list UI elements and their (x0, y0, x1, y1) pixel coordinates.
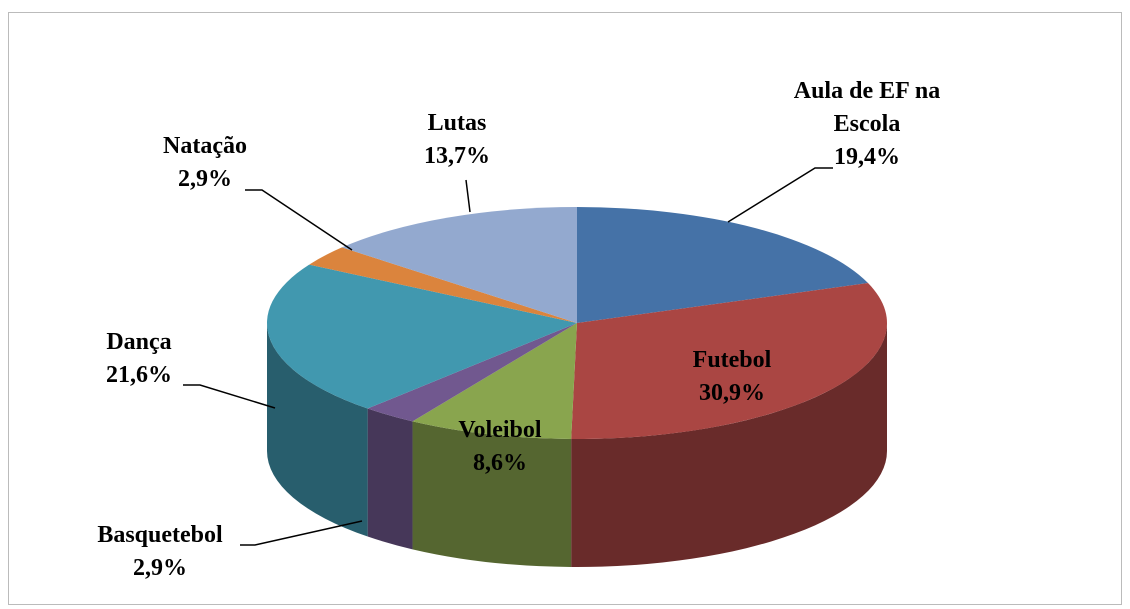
data-label: Futebol 30,9% (652, 344, 812, 410)
slice-value: 30,9% (699, 380, 765, 406)
slice-name: Dança (106, 329, 172, 355)
slice-name: Natação (163, 133, 247, 159)
leader-line (465, 179, 471, 213)
data-label: Aula de EF na Escola 19,4% (772, 75, 962, 174)
slice-name: Futebol (692, 347, 772, 373)
slice-name: Lutas (427, 110, 487, 136)
data-label: Lutas 13,7% (377, 107, 537, 173)
slice-side (412, 421, 572, 567)
pie-slice (367, 323, 577, 422)
pie-tops (266, 207, 887, 440)
slice-value: 2,9% (133, 555, 187, 581)
pie-slice (412, 323, 577, 439)
slice-name: Voleibol (458, 417, 542, 443)
slice-side (571, 323, 887, 567)
data-label: Natação 2,9% (125, 130, 285, 196)
leader-line (240, 520, 363, 546)
slice-name: Aula de EF na Escola (793, 78, 941, 137)
slice-value: 13,7% (424, 143, 490, 169)
slice-name: Basquetebol (97, 522, 223, 548)
slice-value: 19,4% (834, 144, 900, 170)
pie-slice (341, 207, 577, 323)
leader-line (183, 384, 276, 409)
slice-value: 2,9% (178, 166, 232, 192)
pie-slice (266, 264, 577, 409)
pie-slice (571, 283, 887, 440)
pie-slice (577, 207, 869, 323)
slice-side (267, 323, 368, 537)
data-label: Voleibol 8,6% (420, 414, 580, 480)
leader-line (245, 189, 353, 251)
leader-line (727, 167, 833, 223)
slice-side (367, 408, 413, 550)
leader-lines (183, 167, 833, 546)
pie-sides (267, 323, 887, 567)
slice-value: 8,6% (473, 450, 527, 476)
data-label: Dança 21,6% (59, 326, 219, 392)
data-label: Basquetebol 2,9% (60, 519, 260, 585)
pie-slice (309, 247, 577, 323)
slice-value: 21,6% (106, 362, 172, 388)
